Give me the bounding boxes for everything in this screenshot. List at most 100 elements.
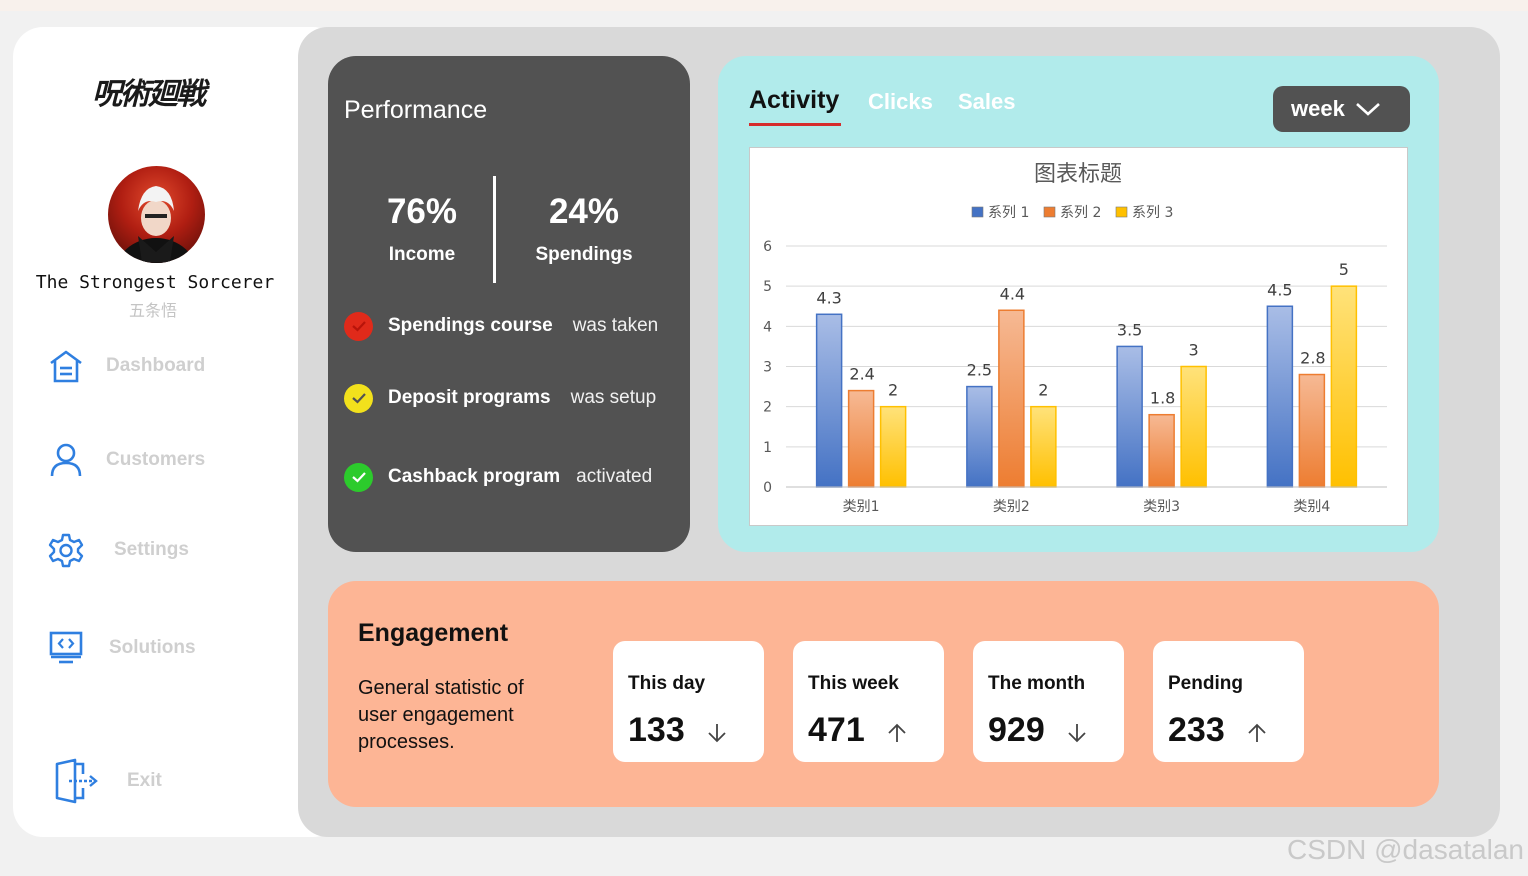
sidebar-item-solutions[interactable]: Solutions: [48, 628, 196, 668]
user-icon: [50, 443, 82, 477]
period-select[interactable]: week: [1273, 86, 1410, 132]
engagement-description: General statistic of user engagement pro…: [358, 677, 524, 753]
x-tick-label: 类别1: [843, 499, 880, 515]
exit-label: Exit: [127, 770, 162, 791]
sidebar-item-label: Settings: [114, 539, 189, 560]
income-label: Income: [388, 244, 456, 265]
sidebar: 呪術廻戦 The Strongest Sorcerer 五条悟 Dashboar…: [13, 27, 343, 837]
data-label: 5: [1339, 260, 1349, 279]
spendings-stat: 24% Spendings: [514, 192, 654, 266]
avatar[interactable]: [108, 166, 205, 263]
card-label: This day: [628, 673, 706, 694]
card-label: Pending: [1168, 673, 1243, 694]
chart-title: 图表标题: [1034, 162, 1122, 187]
user-name: The Strongest Sorcerer: [35, 272, 275, 293]
bar: [1148, 413, 1175, 488]
sidebar-item-customers[interactable]: Customers: [48, 440, 205, 480]
card-label: This week: [808, 673, 899, 694]
card-label: The month: [988, 673, 1086, 694]
performance-title: Performance: [344, 96, 488, 124]
perf-row-status: was setup: [570, 387, 657, 408]
bar: [998, 309, 1025, 488]
arrow-up-icon: [888, 723, 906, 742]
stat-card-week[interactable]: This week 471: [793, 641, 944, 762]
bar: [1298, 373, 1326, 488]
data-label: 3.5: [1117, 320, 1142, 339]
bar: [879, 405, 907, 488]
engagement-card: Engagement General statistic of user eng…: [328, 581, 1439, 807]
perf-row-status: was taken: [572, 315, 659, 336]
bar: [966, 385, 993, 488]
data-label: 1.8: [1150, 389, 1175, 408]
stat-card-pending[interactable]: Pending 233: [1153, 641, 1304, 762]
data-label: 2: [888, 381, 898, 400]
divider: [493, 176, 496, 283]
watermark: CSDN @dasatalan: [1287, 834, 1524, 865]
sidebar-item-label: Solutions: [109, 637, 196, 658]
logo: 呪術廻戦: [83, 75, 213, 115]
legend-label: 系列 3: [1132, 205, 1173, 221]
y-tick-label: 6: [763, 239, 772, 255]
chart-legend: 系列 1 系列 2 系列 3: [971, 205, 1173, 221]
exit-icon: [55, 758, 98, 804]
chevron-down-icon: [1355, 103, 1380, 116]
sidebar-item-label: Customers: [106, 449, 206, 470]
y-tick-label: 0: [763, 480, 772, 496]
y-tick-label: 4: [763, 319, 772, 335]
perf-row[interactable]: Spendings course was taken: [344, 311, 658, 341]
bar: [1330, 285, 1358, 488]
perf-row-title: Spendings course: [388, 315, 553, 336]
x-tick-label: 类别2: [993, 499, 1030, 515]
home-icon: [50, 350, 82, 383]
perf-row-title: Cashback program: [388, 466, 561, 487]
data-label: 2.5: [967, 361, 992, 380]
income-value: 76%: [386, 192, 458, 231]
chart-bars: 4.3 2.4 2 类别1 2.5 4.4 2 类别2 3.5 1.8 3 类别3 4.5 2.8 5 类别4: [786, 260, 1387, 515]
stat-card-day[interactable]: This day 133: [613, 641, 764, 762]
y-tick-label: 5: [763, 279, 772, 295]
tab-activity[interactable]: Activity: [749, 86, 842, 126]
spendings-value: 24%: [548, 192, 620, 231]
bar: [1180, 365, 1207, 488]
legend-label: 系列 1: [988, 205, 1029, 221]
perf-row[interactable]: Cashback program activated: [344, 462, 652, 492]
data-label: 4.4: [1000, 284, 1025, 303]
arrow-down-icon: [708, 724, 726, 743]
data-label: 2.4: [849, 365, 874, 384]
stat-card-month[interactable]: The month 929: [973, 641, 1124, 762]
perf-row-title: Deposit programs: [388, 387, 551, 408]
monitor-code-icon: [49, 631, 83, 664]
income-stat: 76% Income: [352, 192, 492, 266]
data-label: 4.5: [1267, 280, 1292, 299]
bar: [1116, 345, 1143, 488]
arrow-up-icon: [1248, 723, 1266, 742]
sidebar-item-dashboard[interactable]: Dashboard: [48, 346, 205, 386]
y-tick-label: 3: [763, 360, 772, 376]
period-value: week: [1291, 96, 1345, 121]
bar: [1266, 305, 1294, 488]
legend-swatch: [1115, 206, 1128, 218]
gear-icon: [48, 533, 84, 568]
logo-text: 呪術廻戦: [92, 77, 206, 112]
activity-card: Activity Clicks Sales week 图表标题 系列 1 系列 2…: [718, 56, 1439, 552]
sidebar-item-label: Dashboard: [106, 355, 206, 376]
spendings-label: Spendings: [535, 244, 633, 265]
x-tick-label: 类别4: [1293, 499, 1330, 515]
top-strip: [0, 0, 1528, 11]
bar: [815, 313, 843, 488]
perf-row-status: activated: [576, 466, 653, 487]
exit-button[interactable]: Exit: [53, 758, 162, 804]
card-value: 471: [808, 711, 865, 749]
bar: [847, 389, 875, 488]
perf-row[interactable]: Deposit programs was setup: [344, 383, 656, 413]
sidebar-item-settings[interactable]: Settings: [48, 530, 189, 570]
card-value: 929: [988, 711, 1045, 749]
check-circle-icon: [344, 383, 373, 413]
user-subtitle: 五条悟: [128, 301, 177, 320]
data-label: 3: [1189, 341, 1199, 360]
legend-swatch: [971, 206, 984, 218]
tab-sales[interactable]: Sales: [958, 89, 1016, 114]
check-circle-icon: [344, 311, 373, 341]
tab-clicks[interactable]: Clicks: [868, 89, 933, 114]
